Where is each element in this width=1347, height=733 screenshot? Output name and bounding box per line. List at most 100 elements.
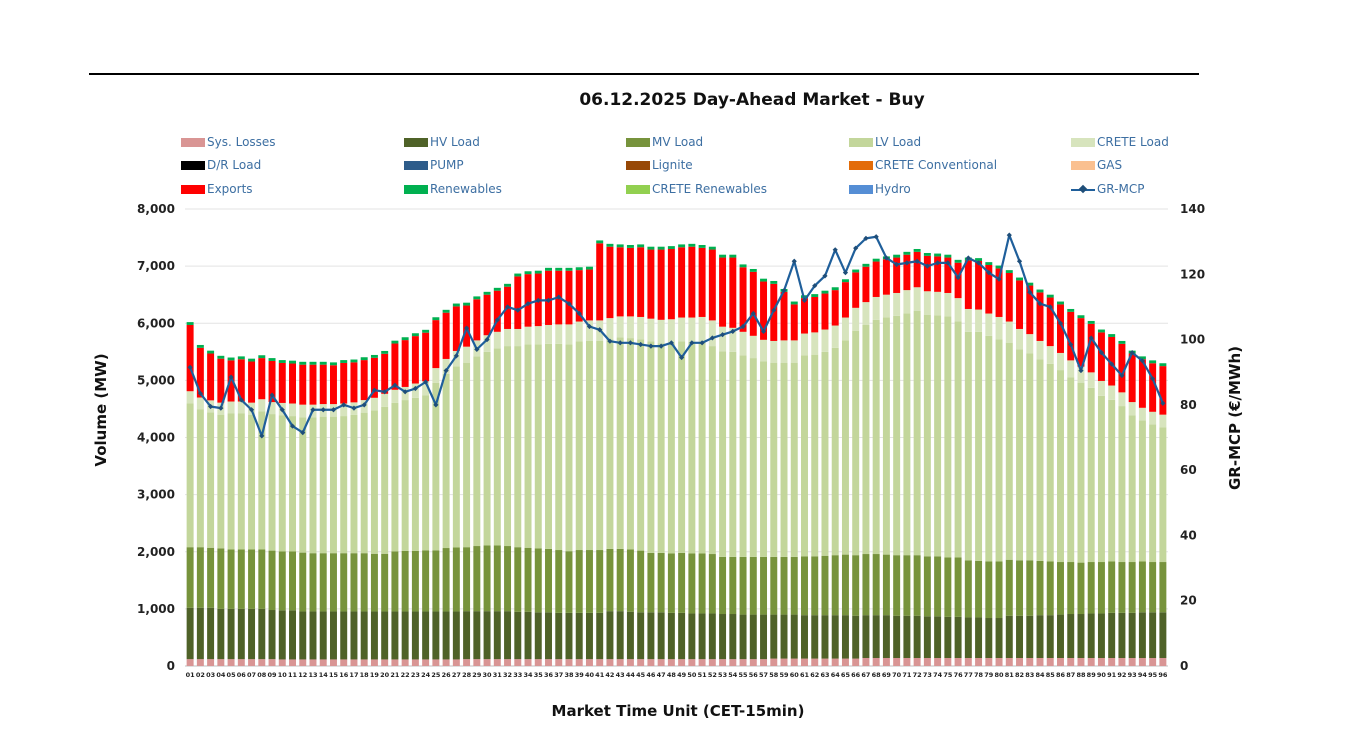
legend-label: Renewables — [430, 182, 502, 196]
bar-segment — [381, 553, 389, 612]
legend-label: GAS — [1097, 158, 1123, 172]
bar-segment — [432, 382, 440, 551]
gridlines — [185, 208, 1168, 667]
bar-segment — [944, 658, 952, 666]
mcp-point — [627, 340, 634, 346]
mcp-point — [545, 297, 552, 303]
bar-segment — [1005, 615, 1013, 659]
x-tick-label: 25 — [431, 671, 441, 679]
bar-segment — [299, 611, 307, 660]
bar-segment — [667, 319, 675, 344]
bar-segment — [749, 358, 757, 557]
bar-segment — [688, 613, 696, 660]
bar-segment — [370, 611, 378, 660]
bar-segment — [1036, 289, 1044, 293]
bar-segment — [790, 614, 798, 659]
bar-segment — [534, 326, 542, 345]
bar-segment — [729, 659, 737, 666]
bar-segment — [545, 324, 552, 344]
bar-segment — [1067, 658, 1075, 666]
bar-segment — [606, 246, 614, 319]
bar-segment — [893, 257, 901, 293]
bar-segment — [811, 556, 819, 616]
bar-segment — [790, 658, 798, 666]
bar-segment — [340, 416, 348, 554]
bar-segment — [1097, 562, 1105, 614]
bar-segment — [278, 360, 286, 363]
x-tick-label: 02 — [196, 671, 205, 679]
x-tick-label: 89 — [1087, 671, 1097, 679]
bar-segment — [258, 549, 266, 609]
bar-segment — [309, 659, 317, 666]
bar-segment — [1077, 366, 1085, 383]
legend-swatch — [626, 138, 650, 147]
y-tick-label: 0 — [167, 659, 175, 673]
x-tick-label: 09 — [268, 671, 278, 679]
bar-segment — [1138, 561, 1146, 613]
x-axis-title: Market Time Unit (CET-15min) — [552, 702, 805, 720]
bar-segment — [1016, 615, 1024, 659]
bar-segment — [821, 329, 829, 352]
bar-segment — [186, 607, 194, 660]
bar-segment — [882, 658, 890, 666]
bar-segment — [637, 247, 645, 317]
bar-segment — [524, 344, 532, 548]
mcp-point — [719, 332, 726, 338]
bar-segment — [626, 611, 634, 660]
bar-segment — [995, 316, 1003, 340]
bar-segment — [442, 358, 450, 374]
x-tick-label: 06 — [237, 671, 247, 679]
bar-segment — [1016, 560, 1024, 616]
bar-segment — [452, 611, 460, 660]
legend-label: CRETE Conventional — [875, 158, 998, 172]
bar-segment — [1067, 614, 1075, 659]
bar-segment — [227, 360, 235, 402]
bar-segment — [350, 553, 358, 612]
bar-segment — [473, 299, 481, 341]
mcp-line — [187, 232, 1166, 439]
bar-segment — [575, 550, 583, 613]
bar-segment — [934, 256, 942, 292]
x-axis: 01 02 03 04 05 06 07 08 09 10 11 12 13 14 15 16 17 18 19 20… — [186, 671, 1168, 679]
bar-segment — [360, 357, 368, 361]
mcp-point — [187, 364, 193, 370]
legend-item: LV Load — [849, 135, 921, 149]
bar-segment — [534, 344, 542, 549]
legend-label: PUMP — [430, 158, 464, 172]
bar-segment — [872, 658, 880, 666]
bar-segment — [770, 362, 778, 557]
bar-segment — [319, 361, 327, 365]
bar-segment — [504, 611, 512, 660]
legend-label: Exports — [207, 182, 253, 196]
bar-segment — [780, 340, 788, 363]
bar-segment — [616, 247, 624, 317]
bar-segment — [760, 339, 768, 362]
bar-segment — [790, 304, 798, 341]
bar-segment — [985, 313, 993, 336]
legend-swatch — [404, 161, 428, 170]
x-tick-label: 88 — [1076, 671, 1086, 679]
bar-segment — [760, 361, 768, 557]
x-tick-label: 04 — [216, 671, 226, 679]
bar-segment — [841, 279, 849, 283]
bar-segment — [1128, 415, 1136, 563]
mcp-point — [617, 340, 623, 346]
mcp-point — [586, 323, 593, 330]
x-tick-label: 79 — [984, 671, 994, 679]
bar-segment — [923, 616, 931, 659]
bar-segment — [422, 329, 430, 333]
bar-segment — [657, 249, 665, 320]
mcp-point — [904, 260, 910, 266]
x-tick-label: 10 — [278, 671, 288, 679]
bar-segment — [831, 555, 839, 616]
bar-segment — [739, 267, 747, 332]
legend-swatch — [1071, 185, 1095, 194]
bar-segment — [1005, 272, 1013, 322]
x-tick-label: 59 — [779, 671, 789, 679]
mcp-point — [771, 307, 777, 313]
legend-label: Lignite — [652, 158, 693, 172]
bar-segment — [616, 548, 624, 612]
bar-segment — [411, 397, 419, 551]
bar-segment — [831, 325, 839, 348]
legend-item: Sys. Losses — [181, 135, 276, 149]
